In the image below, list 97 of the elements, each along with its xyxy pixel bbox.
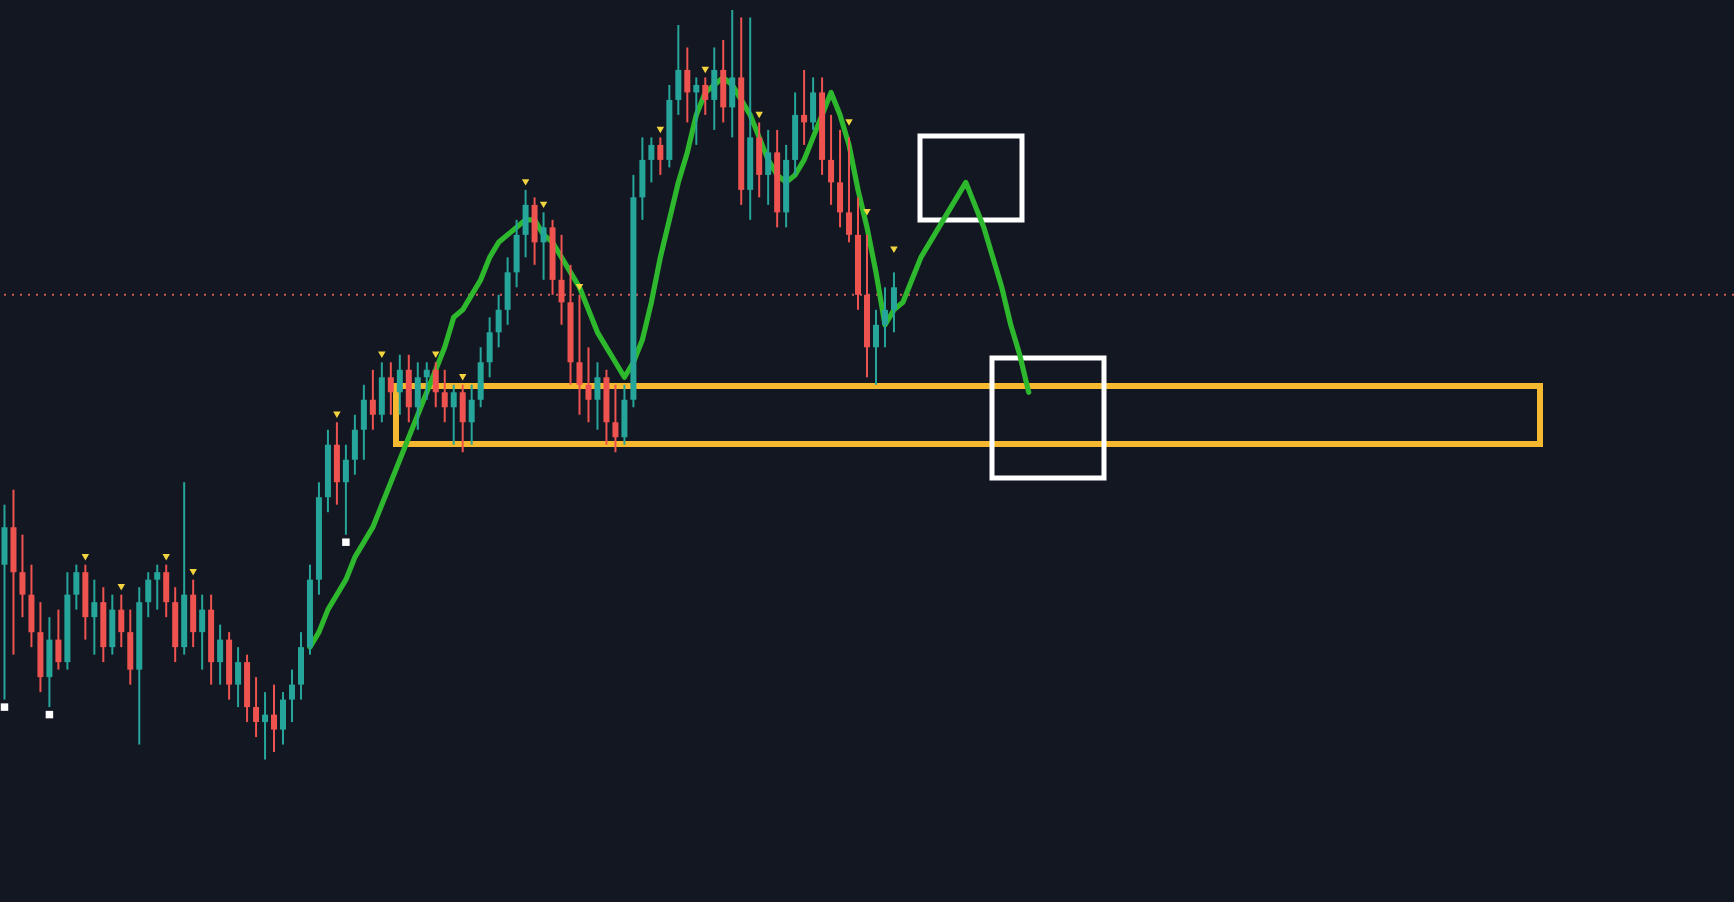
- candlestick: [657, 136, 664, 176]
- candlestick: [693, 76, 700, 146]
- candlestick: [828, 113, 835, 206]
- candlestick: [881, 286, 888, 349]
- candlestick: [711, 46, 718, 131]
- candlestick: [765, 128, 772, 206]
- point: [162, 553, 170, 561]
- point: [117, 583, 126, 591]
- candlestick: [684, 46, 691, 124]
- candlestick: [702, 76, 709, 116]
- candlestick: [495, 293, 502, 349]
- candlestick: [46, 616, 53, 709]
- point: [701, 66, 710, 74]
- candlestick: [756, 121, 763, 199]
- point: [342, 538, 350, 546]
- candlestick: [612, 383, 619, 454]
- candlestick: [531, 196, 538, 266]
- candlestick: [351, 413, 358, 476]
- candlestick: [486, 316, 493, 379]
- candlestick: [378, 361, 385, 424]
- candlestick: [244, 653, 251, 724]
- candlestick: [639, 136, 646, 221]
- candlestick: [10, 488, 17, 656]
- candlestick: [414, 361, 421, 431]
- candlestick: [145, 571, 152, 619]
- candlestick: [226, 631, 233, 701]
- point: [539, 201, 548, 209]
- candlestick: [513, 218, 520, 289]
- candlestick: [369, 368, 376, 431]
- candlestick: [190, 578, 197, 649]
- candlestick: [271, 683, 278, 754]
- candlestick: [890, 271, 897, 334]
- candlestick: [82, 563, 89, 641]
- candlestick: [396, 353, 403, 416]
- candlestick: [360, 383, 367, 461]
- candlestick: [585, 346, 592, 424]
- point: [81, 553, 90, 561]
- candlestick: [172, 586, 179, 664]
- candlestick: [297, 631, 304, 701]
- candlestick: [288, 668, 295, 724]
- candlestick: [594, 361, 601, 431]
- candlestick: [450, 383, 457, 446]
- candlestick: [792, 91, 799, 176]
- candlestick: [109, 593, 116, 656]
- candlestick: [217, 623, 224, 686]
- candlestick: [576, 293, 583, 416]
- candlestick: [1, 503, 8, 701]
- candlestick: [477, 346, 484, 409]
- candlestick: [387, 361, 394, 416]
- candlestick: [801, 68, 808, 146]
- candlestick: [432, 361, 439, 409]
- point: [458, 374, 467, 381]
- candlestick: [342, 443, 349, 536]
- point: [521, 179, 530, 186]
- candlestick: [37, 601, 44, 694]
- candlestick: [540, 211, 547, 281]
- candlestick: [127, 608, 134, 686]
- point: [189, 568, 197, 576]
- candlestick: [235, 646, 242, 709]
- candlestick: [199, 593, 206, 671]
- candlestick: [720, 38, 727, 124]
- candlestick: [262, 691, 269, 761]
- candlestick: [468, 383, 475, 446]
- candlestick: [73, 563, 80, 611]
- point: [656, 126, 665, 134]
- candlestick: [459, 383, 466, 454]
- point: [575, 284, 584, 291]
- candlestick: [19, 533, 26, 619]
- candlestick: [846, 136, 853, 244]
- candlestick: [522, 188, 529, 259]
- candlestick: [423, 361, 430, 401]
- point: [845, 119, 853, 126]
- candlestick: [154, 563, 161, 611]
- point: [755, 111, 763, 119]
- candlestick: [603, 368, 610, 446]
- candlestick: [872, 308, 879, 386]
- candlestick: [405, 353, 412, 424]
- candlestick: [28, 563, 35, 649]
- candlestick: [837, 128, 844, 229]
- candlestick: [100, 586, 107, 664]
- candlestick: [280, 691, 287, 746]
- candlestick: [810, 76, 817, 131]
- candlestick: [621, 383, 628, 446]
- candlestick: [118, 593, 125, 649]
- candlestick: [504, 256, 511, 326]
- candlestick: [163, 563, 170, 619]
- point: [863, 209, 871, 216]
- candlestick: [55, 608, 62, 671]
- candlestick: [729, 8, 736, 139]
- candlestick: [253, 676, 260, 739]
- candlestick: [333, 421, 340, 506]
- point: [0, 703, 9, 711]
- candlestick: [91, 578, 98, 656]
- candlestick: [675, 23, 682, 116]
- candlestick: [648, 136, 655, 184]
- candlestick: [558, 233, 565, 326]
- candlestick: [441, 368, 448, 424]
